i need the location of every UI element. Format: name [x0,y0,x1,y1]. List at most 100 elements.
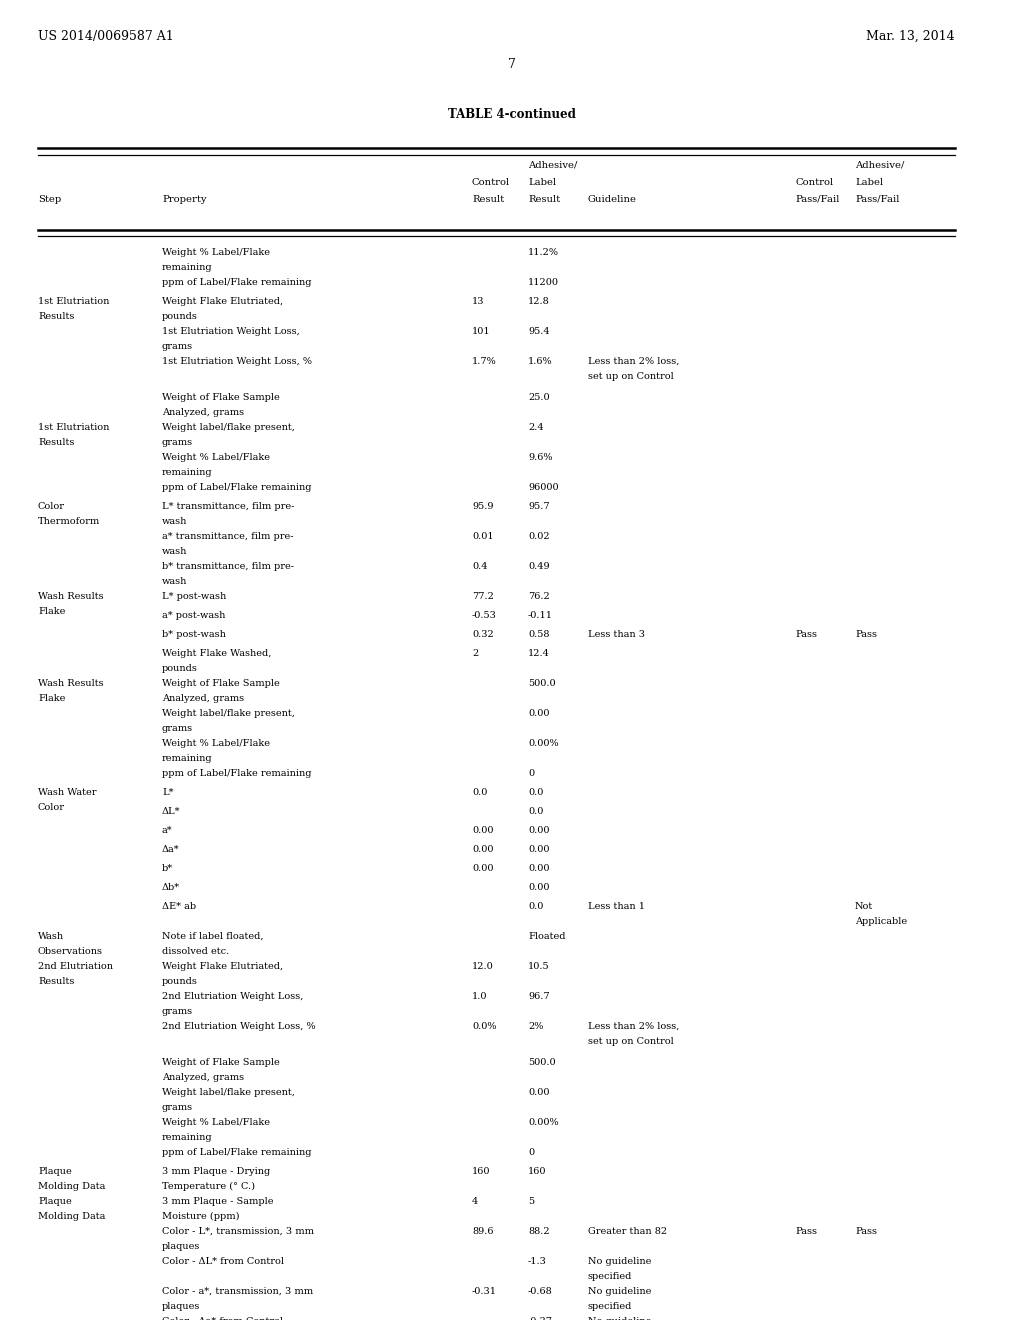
Text: ppm of Label/Flake remaining: ppm of Label/Flake remaining [162,279,311,286]
Text: 0.0: 0.0 [528,788,544,797]
Text: 1st Elutriation Weight Loss,: 1st Elutriation Weight Loss, [162,327,300,337]
Text: 0.00%: 0.00% [528,1118,559,1127]
Text: Pass/Fail: Pass/Fail [855,195,899,205]
Text: Label: Label [528,178,556,187]
Text: 0.49: 0.49 [528,562,550,572]
Text: 1st Elutriation: 1st Elutriation [38,297,110,306]
Text: 89.6: 89.6 [472,1228,494,1236]
Text: 95.7: 95.7 [528,502,550,511]
Text: dissolved etc.: dissolved etc. [162,946,229,956]
Text: 0.00: 0.00 [472,845,494,854]
Text: b* transmittance, film pre-: b* transmittance, film pre- [162,562,294,572]
Text: Mar. 13, 2014: Mar. 13, 2014 [866,30,955,44]
Text: 0: 0 [528,770,535,777]
Text: 0.0%: 0.0% [472,1022,497,1031]
Text: 0.00: 0.00 [528,845,550,854]
Text: 11200: 11200 [528,279,559,286]
Text: Weight label/flake present,: Weight label/flake present, [162,422,295,432]
Text: a*: a* [162,826,173,836]
Text: Guideline: Guideline [588,195,637,205]
Text: Not: Not [855,902,873,911]
Text: Color - L*, transmission, 3 mm: Color - L*, transmission, 3 mm [162,1228,314,1236]
Text: 12.8: 12.8 [528,297,550,306]
Text: 2nd Elutriation: 2nd Elutriation [38,962,113,972]
Text: Weight of Flake Sample: Weight of Flake Sample [162,1059,280,1067]
Text: 95.9: 95.9 [472,502,494,511]
Text: Color - a*, transmission, 3 mm: Color - a*, transmission, 3 mm [162,1287,313,1296]
Text: 101: 101 [472,327,490,337]
Text: No guideline: No guideline [588,1317,651,1320]
Text: Greater than 82: Greater than 82 [588,1228,667,1236]
Text: Color - Δa* from Control: Color - Δa* from Control [162,1317,283,1320]
Text: 0.00%: 0.00% [528,739,559,748]
Text: Weight Flake Elutriated,: Weight Flake Elutriated, [162,962,283,972]
Text: Adhesive/: Adhesive/ [528,161,578,170]
Text: specified: specified [588,1302,633,1311]
Text: 2nd Elutriation Weight Loss, %: 2nd Elutriation Weight Loss, % [162,1022,315,1031]
Text: 1.6%: 1.6% [528,356,553,366]
Text: Less than 1: Less than 1 [588,902,645,911]
Text: 0.0: 0.0 [472,788,487,797]
Text: 500.0: 500.0 [528,1059,556,1067]
Text: 3 mm Plaque - Sample: 3 mm Plaque - Sample [162,1197,273,1206]
Text: a* post-wash: a* post-wash [162,611,225,620]
Text: Floated: Floated [528,932,565,941]
Text: Control: Control [795,178,834,187]
Text: b* post-wash: b* post-wash [162,630,226,639]
Text: 0.00: 0.00 [472,865,494,873]
Text: Weight label/flake present,: Weight label/flake present, [162,1088,295,1097]
Text: No guideline: No guideline [588,1257,651,1266]
Text: Weight of Flake Sample: Weight of Flake Sample [162,678,280,688]
Text: 160: 160 [528,1167,547,1176]
Text: a* transmittance, film pre-: a* transmittance, film pre- [162,532,294,541]
Text: 0.4: 0.4 [472,562,487,572]
Text: 2%: 2% [528,1022,544,1031]
Text: Less than 2% loss,: Less than 2% loss, [588,1022,679,1031]
Text: Δb*: Δb* [162,883,180,892]
Text: 1st Elutriation: 1st Elutriation [38,422,110,432]
Text: Color - ΔL* from Control: Color - ΔL* from Control [162,1257,284,1266]
Text: -0.31: -0.31 [472,1287,497,1296]
Text: 1.0: 1.0 [472,993,487,1001]
Text: Less than 2% loss,: Less than 2% loss, [588,356,679,366]
Text: Analyzed, grams: Analyzed, grams [162,1073,244,1082]
Text: 95.4: 95.4 [528,327,550,337]
Text: plaques: plaques [162,1302,201,1311]
Text: remaining: remaining [162,263,213,272]
Text: grams: grams [162,342,194,351]
Text: 0.32: 0.32 [472,630,494,639]
Text: 500.0: 500.0 [528,678,556,688]
Text: Wash: Wash [38,932,65,941]
Text: 76.2: 76.2 [528,591,550,601]
Text: US 2014/0069587 A1: US 2014/0069587 A1 [38,30,174,44]
Text: Result: Result [472,195,504,205]
Text: 0.00: 0.00 [528,883,550,892]
Text: specified: specified [588,1271,633,1280]
Text: Analyzed, grams: Analyzed, grams [162,694,244,702]
Text: Results: Results [38,312,75,321]
Text: Color: Color [38,502,65,511]
Text: -0.68: -0.68 [528,1287,553,1296]
Text: plaques: plaques [162,1242,201,1251]
Text: 160: 160 [472,1167,490,1176]
Text: Weight of Flake Sample: Weight of Flake Sample [162,393,280,403]
Text: -0.11: -0.11 [528,611,553,620]
Text: 0.0: 0.0 [528,902,544,911]
Text: -1.3: -1.3 [528,1257,547,1266]
Text: No guideline: No guideline [588,1287,651,1296]
Text: -0.53: -0.53 [472,611,497,620]
Text: Weight % Label/Flake: Weight % Label/Flake [162,1118,270,1127]
Text: wash: wash [162,517,187,525]
Text: set up on Control: set up on Control [588,372,674,380]
Text: Wash Results: Wash Results [38,678,103,688]
Text: 0.0: 0.0 [528,807,544,816]
Text: 0.00: 0.00 [528,1088,550,1097]
Text: 9.6%: 9.6% [528,453,553,462]
Text: 96.7: 96.7 [528,993,550,1001]
Text: Flake: Flake [38,694,66,702]
Text: wash: wash [162,577,187,586]
Text: 0.58: 0.58 [528,630,550,639]
Text: Weight % Label/Flake: Weight % Label/Flake [162,248,270,257]
Text: Flake: Flake [38,607,66,616]
Text: 0.01: 0.01 [472,532,494,541]
